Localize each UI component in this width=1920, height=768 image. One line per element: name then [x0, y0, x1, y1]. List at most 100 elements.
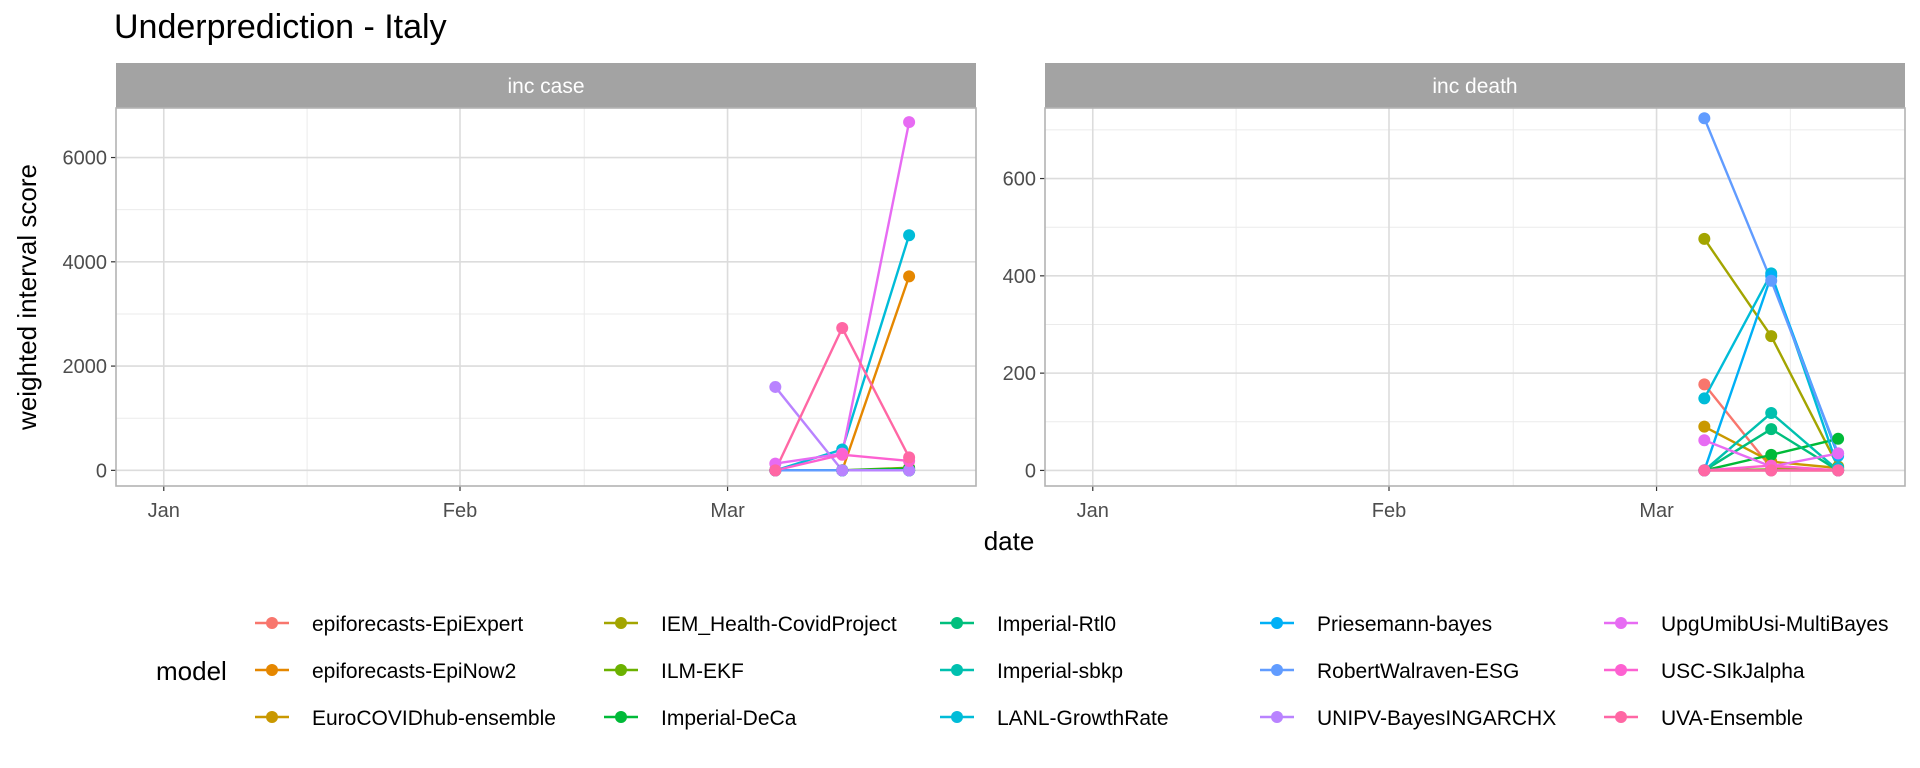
- x-axis-title: date: [984, 526, 1035, 556]
- legend-key-point: [1615, 617, 1627, 629]
- data-point-uva-ensemble: [836, 322, 849, 335]
- facet-strip-label: inc death: [1432, 75, 1517, 98]
- legend-item-epiforecasts-epinow2: epiforecasts-EpiNow2: [255, 660, 516, 683]
- legend-label: EuroCOVIDhub-ensemble: [312, 707, 556, 730]
- panel-background: [1045, 108, 1905, 486]
- y-tick-label: 6000: [63, 148, 108, 170]
- legend-key-point: [951, 617, 963, 629]
- legend-key-point: [266, 617, 278, 629]
- data-point-unipv-bayesingarchx: [769, 380, 782, 393]
- data-point-uva-ensemble: [1832, 464, 1845, 477]
- legend-key-point: [1271, 664, 1283, 676]
- legend-item-epiforecasts-epiexpert: epiforecasts-EpiExpert: [255, 613, 523, 636]
- panel-inc-case: inc case 0 2000 4000 6000 Jan Feb Mar: [63, 63, 977, 522]
- y-tick-label: 600: [1003, 169, 1036, 191]
- legend-item-eurocovidhub-ensemble: EuroCOVIDhub-ensemble: [255, 707, 556, 730]
- facet-strip-label: inc case: [507, 75, 584, 98]
- data-point-lanl-growthrate: [1698, 392, 1711, 405]
- legend-key-point: [1271, 617, 1283, 629]
- legend-key-point: [1615, 711, 1627, 723]
- data-point-unipv-bayesingarchx: [903, 464, 916, 477]
- x-tick-label: Mar: [1639, 500, 1674, 522]
- legend-item-imperial-sbkp: Imperial-sbkp: [940, 660, 1123, 683]
- data-point-imperial-deca: [1765, 448, 1778, 461]
- data-point-robertwalraven-esg: [1765, 274, 1778, 287]
- legend-label: Imperial-Rtl0: [997, 613, 1116, 636]
- legend-key-point: [615, 617, 627, 629]
- legend-label: UNIPV-BayesINGARCHX: [1317, 707, 1556, 730]
- legend-key-point: [1615, 664, 1627, 676]
- data-point-epiforecasts-epiexpert: [1698, 378, 1711, 391]
- data-point-unipv-bayesingarchx: [836, 464, 849, 477]
- legend-key-point: [951, 711, 963, 723]
- legend-label: LANL-GrowthRate: [997, 707, 1169, 730]
- legend-label: ILM-EKF: [661, 660, 744, 683]
- data-point-robertwalraven-esg: [1698, 112, 1711, 125]
- data-point-eurocovidhub-ensemble: [1698, 420, 1711, 433]
- data-point-iem-health-covidproject: [1698, 232, 1711, 245]
- y-tick-label: 0: [96, 460, 107, 482]
- legend-item-upgumibusi-multibayes: UpgUmibUsi-MultiBayes: [1604, 613, 1889, 636]
- panel-border: [1044, 107, 1906, 487]
- x-tick-label: Feb: [443, 500, 477, 522]
- data-point-lanl-growthrate: [903, 229, 916, 242]
- data-point-uva-ensemble: [1698, 464, 1711, 477]
- panel-background: [116, 108, 976, 486]
- data-point-imperial-rtl0: [1765, 423, 1778, 436]
- legend: model epiforecasts-EpiExpert epiforecasts…: [156, 613, 1889, 730]
- legend-item-robertwalraven-esg: RobertWalraven-ESG: [1260, 660, 1519, 683]
- legend-label: Imperial-sbkp: [997, 660, 1123, 683]
- data-point-uva-ensemble: [1765, 464, 1778, 477]
- data-point-upgumibusi-multibayes: [1698, 434, 1711, 447]
- panel-border: [115, 107, 977, 487]
- series-layer: [769, 116, 916, 477]
- chart-title: Underprediction - Italy: [114, 8, 447, 46]
- legend-item-iem-health-covidproject: IEM_Health-CovidProject: [604, 613, 897, 636]
- legend-label: IEM_Health-CovidProject: [661, 613, 897, 636]
- facet-strip: [116, 63, 976, 108]
- legend-item-lanl-growthrate: LANL-GrowthRate: [940, 707, 1169, 730]
- x-tick-label: Mar: [710, 500, 745, 522]
- y-tick-label: 200: [1003, 363, 1036, 385]
- legend-key-point: [266, 664, 278, 676]
- y-tick-label: 4000: [63, 252, 108, 274]
- legend-key-point: [266, 711, 278, 723]
- data-point-iem-health-covidproject: [1765, 330, 1778, 343]
- legend-title: model: [156, 656, 227, 686]
- panels: inc case 0 2000 4000 6000 Jan Feb Mar inc death 0…: [63, 63, 1906, 522]
- legend-label: epiforecasts-EpiNow2: [312, 660, 516, 683]
- data-point-uva-ensemble: [903, 451, 916, 464]
- x-tick-label: Feb: [1372, 500, 1406, 522]
- legend-item-ilm-ekf: ILM-EKF: [604, 660, 744, 683]
- data-point-imperial-deca: [1832, 432, 1845, 445]
- y-axis-title: weighted interval score: [12, 164, 42, 431]
- legend-item-unipv-bayesingarchx: UNIPV-BayesINGARCHX: [1260, 707, 1556, 730]
- x-tick-label: Jan: [148, 500, 180, 522]
- data-point-usc-sikjalpha: [836, 448, 849, 461]
- y-tick-label: 2000: [63, 356, 108, 378]
- facet-strip: [1045, 63, 1905, 108]
- legend-item-uva-ensemble: UVA-Ensemble: [1604, 707, 1803, 730]
- legend-key-point: [615, 711, 627, 723]
- legend-key-point: [1271, 711, 1283, 723]
- legend-key-point: [615, 664, 627, 676]
- legend-label: Imperial-DeCa: [661, 707, 797, 730]
- y-tick-label: 400: [1003, 266, 1036, 288]
- legend-key-point: [951, 664, 963, 676]
- legend-item-usc-sikjalpha: USC-SIkJalpha: [1604, 660, 1805, 683]
- data-point-upgumibusi-multibayes: [903, 116, 916, 129]
- legend-label: epiforecasts-EpiExpert: [312, 613, 523, 636]
- legend-item-priesemann-bayes: Priesemann-bayes: [1260, 613, 1492, 636]
- data-point-imperial-sbkp: [1765, 407, 1778, 420]
- panel-inc-death: inc death 0 200 400 600 Jan Feb Mar: [1003, 63, 1906, 522]
- legend-label: UpgUmibUsi-MultiBayes: [1661, 613, 1889, 636]
- legend-item-imperial-deca: Imperial-DeCa: [604, 707, 797, 730]
- data-point-upgumibusi-multibayes: [1832, 447, 1845, 460]
- legend-label: UVA-Ensemble: [1661, 707, 1803, 730]
- series-layer: [1698, 112, 1845, 477]
- legend-label: RobertWalraven-ESG: [1317, 660, 1519, 683]
- legend-item-imperial-rtl0: Imperial-Rtl0: [940, 613, 1116, 636]
- data-point-epiforecasts-epinow2: [903, 270, 916, 283]
- data-point-uva-ensemble: [769, 464, 782, 477]
